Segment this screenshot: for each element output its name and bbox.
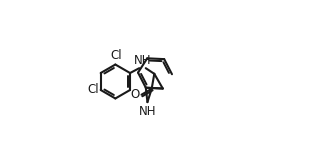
Text: NH: NH [134, 54, 151, 67]
Text: O: O [130, 88, 140, 101]
Text: Cl: Cl [87, 83, 99, 96]
Text: Cl: Cl [110, 49, 122, 62]
Text: NH: NH [139, 105, 156, 118]
